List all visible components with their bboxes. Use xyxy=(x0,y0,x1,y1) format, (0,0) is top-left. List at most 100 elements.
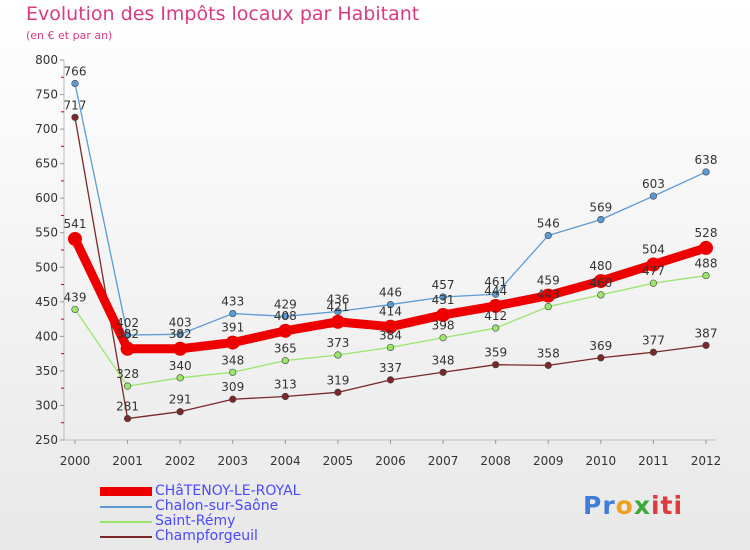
data-point xyxy=(541,288,556,303)
data-label: 421 xyxy=(326,300,349,314)
data-point xyxy=(71,305,79,314)
data-label: 358 xyxy=(537,346,560,360)
data-point xyxy=(649,192,658,200)
data-point xyxy=(439,334,447,342)
data-label: 446 xyxy=(379,286,402,300)
data-point xyxy=(334,351,342,359)
data-label: 459 xyxy=(537,274,560,288)
x-tick-label: 2002 xyxy=(165,454,196,468)
data-label: 488 xyxy=(695,257,718,271)
data-label: 291 xyxy=(169,393,192,407)
y-tick-label: 650 xyxy=(35,157,58,171)
data-label: 766 xyxy=(64,64,87,78)
data-point xyxy=(649,348,658,356)
data-label: 460 xyxy=(589,276,612,290)
data-label: 443 xyxy=(537,288,560,302)
data-point xyxy=(386,343,395,352)
data-label: 382 xyxy=(116,327,139,341)
legend-label-chatenoy: CHâTENOY-LE-ROYAL xyxy=(155,483,301,499)
data-label: 444 xyxy=(484,284,507,298)
data-label: 377 xyxy=(642,333,665,347)
x-tick-label: 2009 xyxy=(533,454,564,468)
data-point xyxy=(176,408,184,416)
legend-item-chatenoy: CHâTENOY-LE-ROYAL xyxy=(100,484,300,499)
data-point xyxy=(68,231,82,246)
y-tick-label: 250 xyxy=(35,433,58,447)
x-tick-label: 2008 xyxy=(480,454,511,468)
legend-swatch-saint-remy xyxy=(100,520,152,523)
y-tick-label: 550 xyxy=(35,226,58,240)
x-tick-label: 2011 xyxy=(638,454,669,468)
data-point xyxy=(334,307,342,316)
legend-item-champforgeuil: Champforgeuil xyxy=(100,529,300,544)
legend: CHâTENOY-LE-ROYAL Chalon-sur-Saône Saint… xyxy=(100,484,300,544)
data-point xyxy=(699,240,713,255)
data-point xyxy=(593,274,608,289)
data-point xyxy=(488,298,503,313)
data-point xyxy=(492,361,500,369)
chart-subtitle: (en € et par an) xyxy=(26,29,113,42)
x-tick-label: 2005 xyxy=(323,454,354,468)
data-point xyxy=(649,279,658,287)
x-tick-label: 2003 xyxy=(217,454,248,468)
x-tick-label: 2007 xyxy=(428,454,459,468)
y-tick-label: 400 xyxy=(35,329,58,343)
data-point xyxy=(702,271,710,280)
data-label: 382 xyxy=(169,327,192,341)
legend-item-saint-remy: Saint-Rémy xyxy=(100,514,300,529)
data-point xyxy=(225,335,240,350)
data-label: 436 xyxy=(326,292,349,306)
data-point xyxy=(229,309,237,318)
y-tick-label: 350 xyxy=(35,364,58,378)
data-label: 414 xyxy=(379,305,402,319)
data-point xyxy=(71,113,79,121)
data-point xyxy=(281,312,289,320)
legend-label-saint-remy: Saint-Rémy xyxy=(155,513,236,529)
x-tick-label: 2006 xyxy=(375,454,406,468)
data-label: 281 xyxy=(116,400,139,414)
data-label: 433 xyxy=(221,295,244,309)
data-point xyxy=(176,374,184,382)
data-point xyxy=(281,356,289,365)
data-label: 431 xyxy=(432,293,455,307)
data-point xyxy=(544,231,552,240)
legend-label-champforgeuil: Champforgeuil xyxy=(155,528,258,544)
chart-title: Evolution des Impôts locaux par Habitant xyxy=(26,3,420,25)
data-label: 504 xyxy=(642,243,665,257)
data-point xyxy=(597,354,605,362)
data-point xyxy=(176,330,184,338)
x-tick-label: 2012 xyxy=(691,454,722,468)
data-label: 638 xyxy=(695,153,718,167)
data-label: 403 xyxy=(169,315,192,329)
data-label: 412 xyxy=(484,309,507,323)
data-label: 546 xyxy=(537,216,560,230)
data-label: 313 xyxy=(274,377,297,391)
data-point xyxy=(123,331,132,339)
data-label: 457 xyxy=(432,278,455,292)
y-tick-label: 300 xyxy=(35,398,58,412)
y-tick-label: 700 xyxy=(35,122,58,136)
data-point xyxy=(120,341,135,356)
data-label: 480 xyxy=(589,259,612,273)
legend-label-chalon: Chalon-sur-Saône xyxy=(155,498,279,514)
data-point xyxy=(544,303,552,311)
data-label: 359 xyxy=(484,346,507,360)
data-label: 348 xyxy=(432,353,455,367)
data-point xyxy=(436,307,451,322)
data-point xyxy=(281,392,289,401)
data-label: 569 xyxy=(589,201,612,215)
data-point xyxy=(646,257,661,272)
data-point xyxy=(702,341,710,349)
data-point xyxy=(597,216,605,224)
data-point xyxy=(386,376,395,384)
data-label: 340 xyxy=(169,359,192,373)
data-label: 373 xyxy=(326,336,349,350)
data-point xyxy=(492,324,500,332)
data-label: 365 xyxy=(274,342,297,356)
data-label: 369 xyxy=(589,339,612,353)
data-label: 328 xyxy=(116,367,139,381)
legend-swatch-champforgeuil xyxy=(100,535,152,538)
data-point xyxy=(439,368,447,376)
data-point xyxy=(123,414,132,423)
